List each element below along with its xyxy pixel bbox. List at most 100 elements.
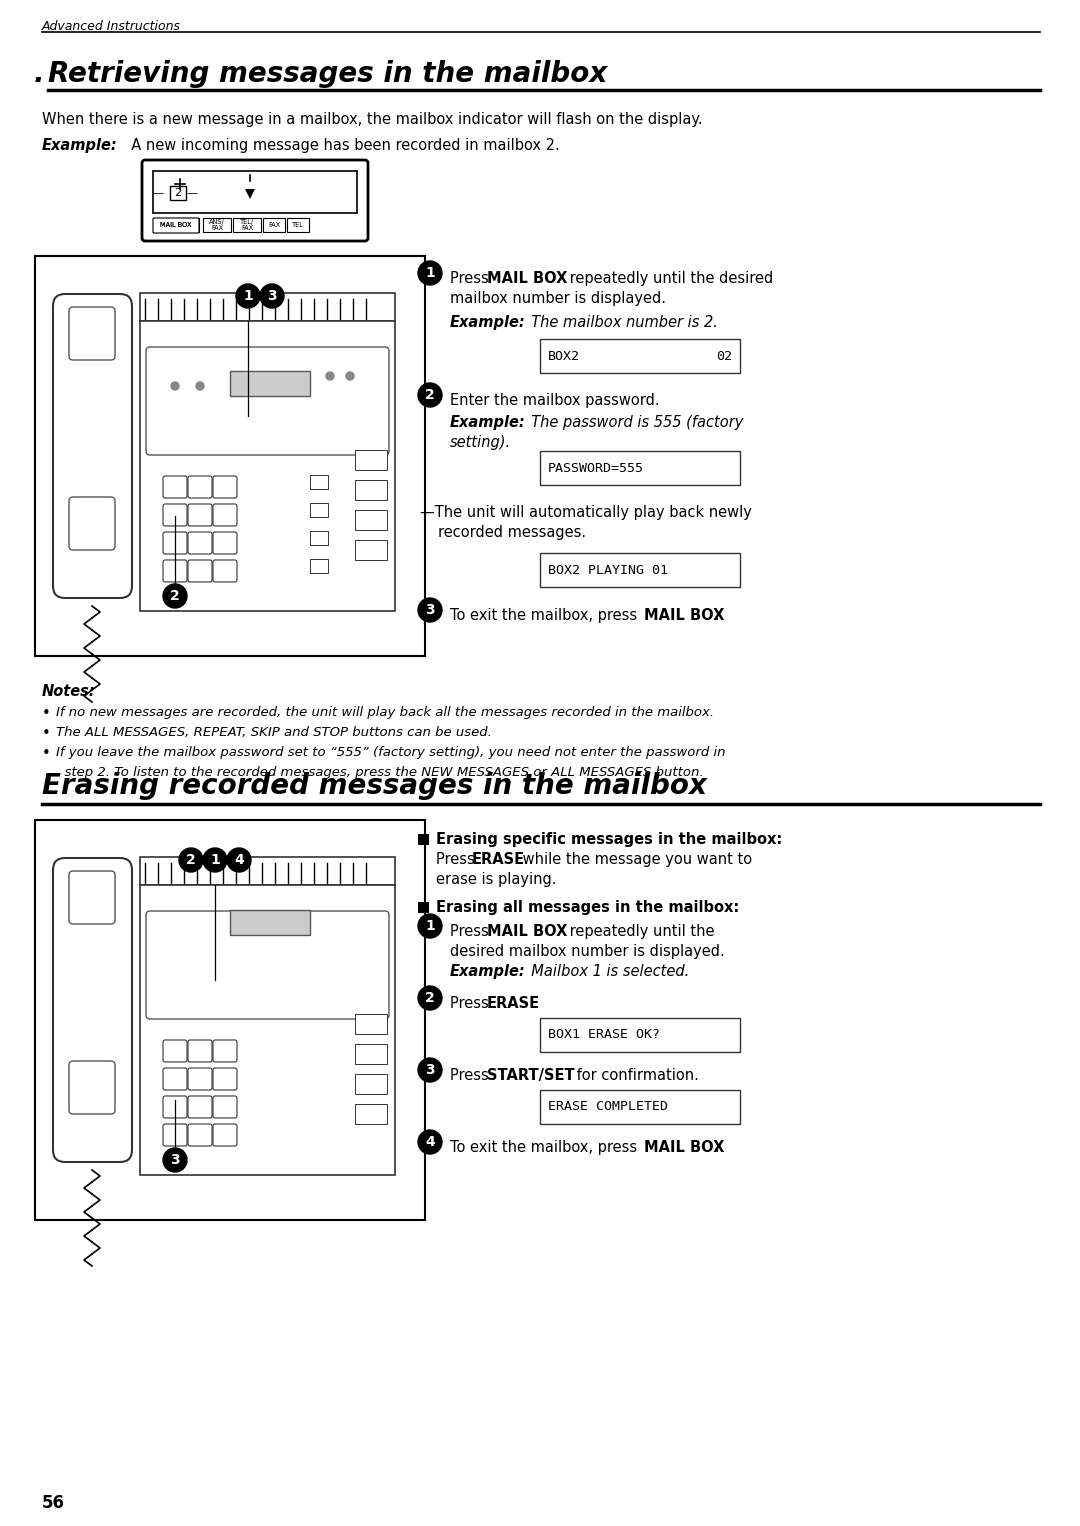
FancyBboxPatch shape (146, 346, 389, 455)
Text: repeatedly until the desired: repeatedly until the desired (565, 272, 773, 285)
Text: ANS/
FAX: ANS/ FAX (210, 220, 225, 230)
FancyBboxPatch shape (355, 540, 387, 560)
FancyBboxPatch shape (163, 1041, 187, 1062)
Text: Erasing specific messages in the mailbox:: Erasing specific messages in the mailbox… (436, 832, 782, 847)
Text: erase is playing.: erase is playing. (436, 871, 556, 887)
FancyBboxPatch shape (188, 1125, 212, 1146)
FancyBboxPatch shape (69, 871, 114, 925)
Text: If no new messages are recorded, the unit will play back all the messages record: If no new messages are recorded, the uni… (56, 707, 714, 719)
Text: Retrieving messages in the mailbox: Retrieving messages in the mailbox (48, 60, 607, 89)
Text: MAIL BOX: MAIL BOX (644, 607, 725, 623)
FancyBboxPatch shape (35, 819, 426, 1219)
Text: To exit the mailbox, press: To exit the mailbox, press (450, 1140, 642, 1155)
Circle shape (418, 986, 442, 1010)
FancyBboxPatch shape (188, 1096, 212, 1119)
Text: 2: 2 (426, 388, 435, 401)
Text: MAIL BOX: MAIL BOX (487, 925, 567, 938)
Text: 1: 1 (426, 266, 435, 279)
Text: mailbox number is displayed.: mailbox number is displayed. (450, 291, 666, 307)
Circle shape (346, 372, 354, 380)
Text: BOX1 ERASE OK?: BOX1 ERASE OK? (548, 1029, 660, 1042)
Text: 3: 3 (267, 288, 276, 304)
Text: •: • (42, 707, 51, 720)
Text: 3: 3 (171, 1154, 179, 1167)
FancyBboxPatch shape (355, 450, 387, 470)
Text: step 2. To listen to the recorded messages, press the NEW MESSAGES or ALL MESSAG: step 2. To listen to the recorded messag… (56, 766, 704, 778)
Text: Press: Press (450, 272, 494, 285)
Circle shape (203, 848, 227, 871)
Circle shape (326, 372, 334, 380)
FancyBboxPatch shape (53, 295, 132, 598)
FancyBboxPatch shape (355, 1013, 387, 1035)
FancyBboxPatch shape (163, 476, 187, 497)
FancyBboxPatch shape (140, 320, 395, 610)
Text: Enter the mailbox password.: Enter the mailbox password. (450, 394, 660, 407)
FancyBboxPatch shape (69, 307, 114, 360)
FancyBboxPatch shape (310, 504, 328, 517)
Text: To exit the mailbox, press: To exit the mailbox, press (450, 607, 642, 623)
Circle shape (418, 1129, 442, 1154)
Text: A new incoming message has been recorded in mailbox 2.: A new incoming message has been recorded… (122, 137, 559, 153)
FancyBboxPatch shape (163, 504, 187, 526)
Text: —: — (152, 188, 163, 198)
Text: The ALL MESSAGES, REPEAT, SKIP and STOP buttons can be used.: The ALL MESSAGES, REPEAT, SKIP and STOP … (56, 726, 491, 739)
Circle shape (418, 261, 442, 285)
FancyBboxPatch shape (540, 1018, 740, 1051)
FancyBboxPatch shape (203, 218, 231, 232)
Circle shape (171, 382, 179, 391)
FancyBboxPatch shape (233, 218, 261, 232)
Text: for confirmation.: for confirmation. (572, 1068, 699, 1083)
Text: The mailbox number is 2.: The mailbox number is 2. (522, 314, 718, 330)
Text: Press: Press (450, 1068, 494, 1083)
FancyBboxPatch shape (213, 1041, 237, 1062)
FancyBboxPatch shape (540, 1090, 740, 1125)
Text: MAIL BOX: MAIL BOX (160, 221, 192, 227)
FancyBboxPatch shape (188, 533, 212, 554)
Text: ERASE: ERASE (472, 852, 525, 867)
FancyBboxPatch shape (53, 858, 132, 1161)
FancyBboxPatch shape (540, 452, 740, 485)
FancyBboxPatch shape (188, 560, 212, 581)
Circle shape (163, 584, 187, 607)
FancyBboxPatch shape (140, 885, 395, 1175)
FancyBboxPatch shape (230, 371, 310, 397)
Text: MAIL BOX: MAIL BOX (160, 221, 192, 227)
FancyBboxPatch shape (188, 1068, 212, 1090)
Text: 4: 4 (426, 1135, 435, 1149)
Text: BOX2 PLAYING 01: BOX2 PLAYING 01 (548, 563, 669, 577)
Text: 1: 1 (426, 919, 435, 932)
Text: desired mailbox number is displayed.: desired mailbox number is displayed. (450, 945, 725, 958)
Text: recorded messages.: recorded messages. (438, 525, 586, 540)
FancyBboxPatch shape (188, 1041, 212, 1062)
Text: Mailbox 1 is selected.: Mailbox 1 is selected. (522, 964, 689, 980)
Text: Example:: Example: (450, 415, 526, 430)
FancyBboxPatch shape (146, 911, 389, 1019)
Bar (418, 902, 429, 913)
FancyBboxPatch shape (287, 218, 309, 232)
FancyBboxPatch shape (264, 218, 285, 232)
Text: 1: 1 (243, 288, 253, 304)
FancyBboxPatch shape (213, 476, 237, 497)
FancyBboxPatch shape (310, 531, 328, 545)
Text: Press: Press (436, 852, 480, 867)
Text: .: . (714, 607, 719, 623)
Circle shape (179, 848, 203, 871)
FancyBboxPatch shape (140, 293, 395, 320)
FancyBboxPatch shape (153, 218, 199, 232)
Text: setting).: setting). (450, 435, 511, 450)
Text: ERASE COMPLETED: ERASE COMPLETED (548, 1100, 669, 1114)
FancyBboxPatch shape (355, 1044, 387, 1064)
Circle shape (227, 848, 251, 871)
Circle shape (260, 284, 284, 308)
Text: 2: 2 (186, 853, 195, 867)
FancyBboxPatch shape (163, 560, 187, 581)
Bar (418, 835, 429, 845)
FancyBboxPatch shape (69, 1061, 114, 1114)
Text: If you leave the mailbox password set to “555” (factory setting), you need not e: If you leave the mailbox password set to… (56, 746, 726, 758)
FancyBboxPatch shape (163, 1068, 187, 1090)
Circle shape (237, 284, 260, 308)
FancyBboxPatch shape (140, 858, 395, 885)
Text: TEL/
FAX: TEL/ FAX (240, 220, 254, 230)
FancyBboxPatch shape (540, 552, 740, 588)
FancyBboxPatch shape (153, 171, 357, 214)
